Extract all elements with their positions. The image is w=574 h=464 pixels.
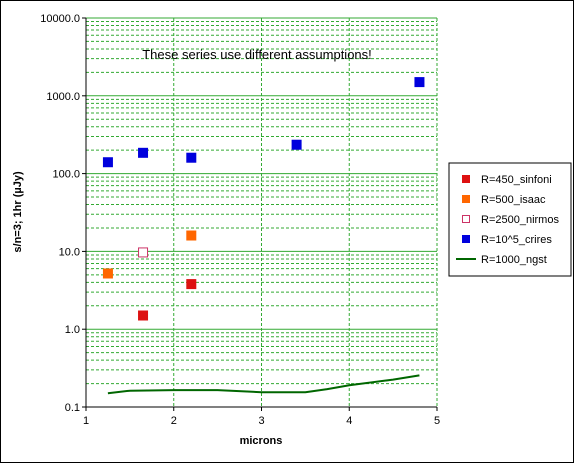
y-tick-label: 1.0 xyxy=(65,324,80,336)
series-R=1000_ngst xyxy=(107,374,420,395)
series-line xyxy=(107,374,420,395)
legend-swatch xyxy=(462,235,470,243)
legend-label: R=450_sinfoni xyxy=(481,174,552,186)
y-tick-labels: 0.1 1.0 10.0 100.0 1000.0 10000.0 xyxy=(40,13,86,414)
series-R=10^5_crires xyxy=(102,77,425,168)
legend-item: R=10^5_crires xyxy=(462,234,552,246)
legend: R=450_sinfoni R=500_isaac R=2500_nirmos R=1… xyxy=(448,162,572,277)
legend-label: R=2500_nirmos xyxy=(481,214,559,226)
y-tick-label: 10.0 xyxy=(59,246,80,258)
legend-item: R=450_sinfoni xyxy=(462,174,552,186)
x-tick-label: 2 xyxy=(171,415,177,427)
x-tick-label: 5 xyxy=(434,415,440,427)
plot-area xyxy=(86,18,437,407)
y-tick-label: 0.1 xyxy=(65,402,80,414)
y-axis-title: s/n=3; 1hr (µJy) xyxy=(12,171,24,253)
legend-swatch xyxy=(462,175,470,183)
legend-item: R=2500_nirmos xyxy=(462,214,559,226)
chart-annotation: These series use different assumptions! xyxy=(142,47,372,62)
y-tick-label: 1000.0 xyxy=(46,91,80,103)
legend-swatch xyxy=(462,195,470,203)
series-R=450_sinfoni xyxy=(138,279,197,321)
legend-label: R=500_isaac xyxy=(481,194,546,206)
data-point xyxy=(138,247,149,258)
legend-item: R=500_isaac xyxy=(462,194,546,206)
data-point xyxy=(291,139,302,150)
x-axis-title: microns xyxy=(240,435,283,447)
x-tick-label: 4 xyxy=(346,415,352,427)
series-layer xyxy=(102,77,425,395)
y-tick-label: 10000.0 xyxy=(40,13,80,25)
data-point xyxy=(102,157,113,168)
x-tick-label: 3 xyxy=(258,415,264,427)
legend-swatch xyxy=(462,215,470,223)
legend-item: R=1000_ngst xyxy=(456,254,547,266)
x-tick-labels: 1 2 3 4 5 xyxy=(83,407,440,427)
data-point xyxy=(414,77,425,88)
series-R=500_isaac xyxy=(102,230,197,279)
data-point xyxy=(186,152,197,163)
data-point xyxy=(138,147,149,158)
legend-label: R=1000_ngst xyxy=(481,254,547,266)
legend-label: R=10^5_crires xyxy=(481,234,552,246)
data-point xyxy=(102,268,113,279)
data-point xyxy=(186,279,197,290)
x-tick-label: 1 xyxy=(83,415,89,427)
y-tick-label: 100.0 xyxy=(52,169,80,181)
data-point xyxy=(186,230,197,241)
series-R=2500_nirmos xyxy=(138,247,149,258)
data-point xyxy=(138,310,149,321)
